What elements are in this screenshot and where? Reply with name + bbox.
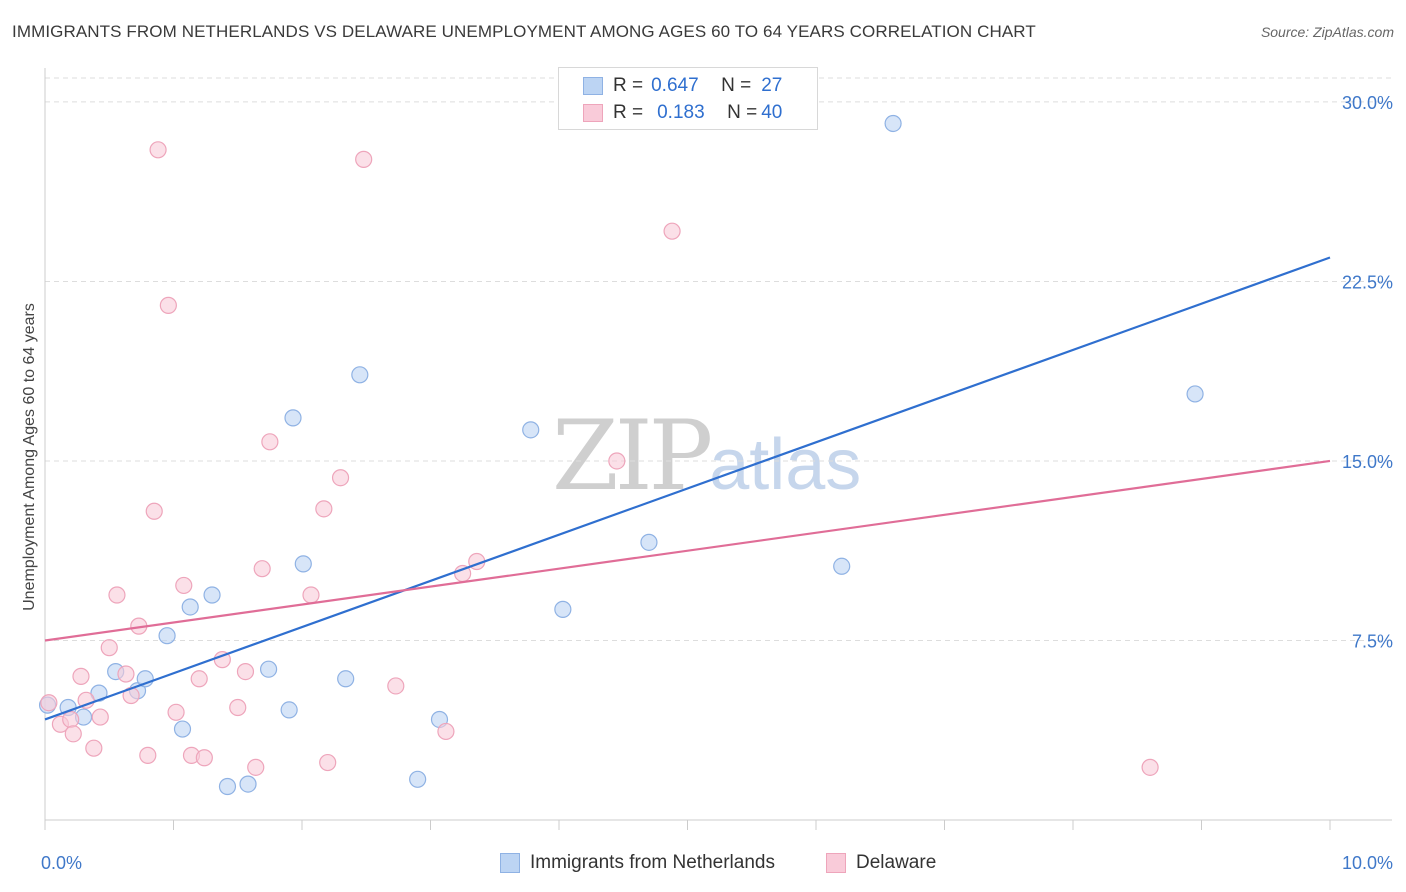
delaware-point [139, 746, 157, 764]
delaware-point [40, 694, 58, 712]
netherlands-trendline [44, 256, 1331, 721]
netherlands-point [1186, 385, 1204, 403]
delaware-point [315, 500, 333, 518]
delaware-point [167, 703, 185, 721]
netherlands-point [218, 777, 237, 796]
x-tick-label: 0.0% [41, 853, 82, 873]
delaware-point [302, 586, 320, 604]
legend-swatch-blue [583, 77, 603, 95]
legend-row-netherlands: R = 0.647 N = 27 [583, 73, 782, 99]
netherlands-point [833, 557, 851, 575]
netherlands-point [640, 533, 658, 551]
delaware-point [117, 665, 135, 683]
y-tick-label: 7.5% [1352, 631, 1393, 651]
legend-n-label: N = [727, 102, 758, 123]
netherlands-point [158, 627, 176, 645]
delaware-point [261, 433, 279, 451]
netherlands-point [239, 775, 257, 793]
bottom-legend-swatch-pink [826, 853, 846, 873]
netherlands-point [280, 701, 298, 719]
chart-title: IMMIGRANTS FROM NETHERLANDS VS DELAWARE … [12, 22, 1036, 41]
netherlands-point [884, 114, 902, 133]
netherlands-point [294, 555, 312, 573]
netherlands-point [181, 598, 199, 616]
watermark-zip: ZIP [552, 400, 713, 512]
legend-n-label: N = [721, 75, 752, 96]
delaware-point [108, 586, 126, 604]
delaware-point [236, 662, 255, 681]
legend-n-value: 27 [761, 75, 783, 96]
bottom-legend-netherlands: Immigrants from Netherlands [500, 852, 775, 874]
netherlands-point [203, 586, 221, 604]
delaware-point [608, 452, 626, 470]
bottom-legend-swatch-blue [500, 853, 520, 873]
y-tick-label: 22.5% [1342, 272, 1393, 292]
legend-r-label: R = [613, 102, 644, 123]
correlation-legend: R = 0.647 N = 27 R = 0.183 N = 40 [558, 67, 818, 130]
y-axis-label: Unemployment Among Ages 60 to 64 years [21, 303, 38, 611]
netherlands-point [554, 600, 572, 618]
netherlands-point [522, 421, 540, 439]
delaware-point [100, 639, 118, 657]
watermark: ZIPatlas [552, 400, 861, 512]
delaware-point [149, 141, 167, 159]
source-label: Source: ZipAtlas.com [1260, 24, 1394, 40]
delaware-point [387, 677, 405, 695]
y-tick-label: 30.0% [1342, 93, 1393, 113]
x-tick-label: 10.0% [1342, 853, 1393, 873]
delaware-point [355, 150, 373, 168]
legend-n-value: 40 [761, 102, 783, 123]
delaware-point [253, 560, 271, 578]
watermark-atlas: atlas [709, 425, 862, 505]
delaware-point [159, 296, 177, 314]
delaware-point [145, 502, 163, 520]
netherlands-point [173, 720, 192, 738]
delaware-point [229, 698, 247, 717]
netherlands-point [351, 366, 369, 384]
legend-r-value: 0.183 [657, 102, 705, 123]
legend-row-delaware: R = 0.183 N = 40 [583, 100, 782, 126]
netherlands-point [409, 770, 427, 788]
bottom-legend-label: Delaware [856, 852, 937, 873]
delaware-trendline [44, 459, 1331, 642]
delaware-point [190, 670, 208, 688]
delaware-point [437, 722, 455, 741]
delaware-point [62, 710, 80, 729]
delaware-point [91, 708, 109, 726]
delaware-point [331, 469, 350, 487]
delaware-point [195, 749, 213, 767]
bottom-legend-delaware: Delaware [826, 852, 936, 874]
legend-r-value: 0.647 [651, 75, 699, 96]
netherlands-point [337, 670, 355, 688]
delaware-point [663, 222, 681, 240]
netherlands-point [259, 660, 278, 678]
delaware-point [64, 725, 82, 743]
netherlands-point [284, 409, 302, 427]
legend-r-label: R = [613, 75, 644, 96]
delaware-point [85, 739, 103, 757]
delaware-point [72, 667, 90, 685]
delaware-point [247, 758, 265, 776]
delaware-point [175, 576, 193, 595]
bottom-legend-label: Immigrants from Netherlands [530, 852, 775, 873]
delaware-point [1141, 758, 1159, 776]
legend-swatch-pink [583, 104, 603, 122]
delaware-point [319, 753, 337, 772]
y-tick-label: 15.0% [1342, 452, 1393, 472]
